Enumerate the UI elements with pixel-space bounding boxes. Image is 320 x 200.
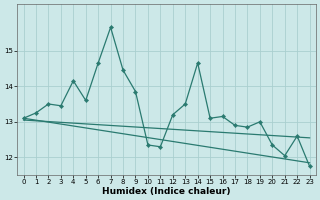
X-axis label: Humidex (Indice chaleur): Humidex (Indice chaleur) <box>102 187 231 196</box>
